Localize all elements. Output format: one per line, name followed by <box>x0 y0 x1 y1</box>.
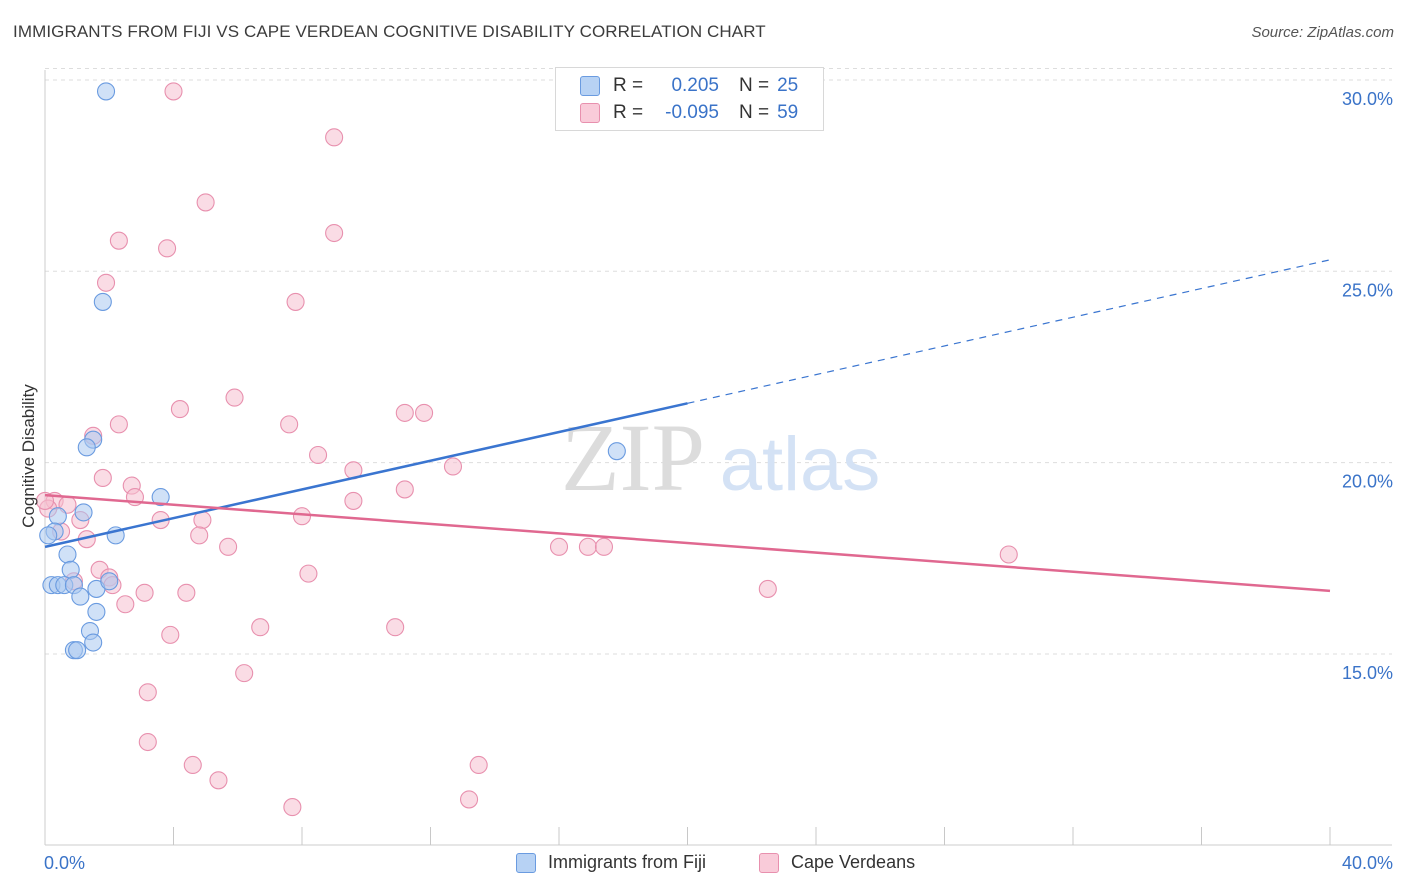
cape-point <box>225 388 244 407</box>
cape-point <box>170 400 189 419</box>
cape-point <box>459 790 479 809</box>
cape-point <box>96 273 116 292</box>
chart-source: Source: ZipAtlas.com <box>1251 24 1394 41</box>
legend-label-fiji: Immigrants from Fiji <box>548 852 707 872</box>
fiji-point <box>74 503 93 522</box>
fiji-point <box>84 633 103 652</box>
cape-swatch-icon <box>580 103 600 123</box>
fiji-point <box>48 507 67 526</box>
cape-point <box>386 618 405 637</box>
axis-layer: 15.0% 20.0% 25.0% 30.0% 0.0% 40.0% <box>44 70 1393 873</box>
fiji-point <box>71 587 90 606</box>
y-tick-label: 15.0% <box>1342 663 1393 683</box>
fiji-point <box>93 292 112 311</box>
trend-layer <box>44 259 1331 593</box>
cape-point <box>309 445 328 465</box>
fiji-point <box>87 602 106 621</box>
cape-point <box>415 403 434 422</box>
cape-point <box>161 625 180 644</box>
fiji-point <box>607 442 626 461</box>
cape-point <box>395 403 414 422</box>
cape-point <box>325 128 344 147</box>
cape-legend-icon <box>759 852 779 873</box>
cape-point <box>177 583 196 602</box>
cape-point <box>299 564 318 583</box>
cape-point <box>158 239 177 258</box>
cape-point <box>219 537 238 556</box>
legend-item-fiji[interactable]: Immigrants from Fiji <box>516 852 706 873</box>
legend-label-cape: Cape Verdeans <box>791 852 916 872</box>
chart-title: IMMIGRANTS FROM FIJI VS CAPE VERDEAN COG… <box>13 22 766 41</box>
cape-point <box>325 223 344 243</box>
cape-point <box>344 491 363 510</box>
y-axis-label: Cognitive Disability <box>19 384 38 528</box>
cape-point <box>443 457 463 476</box>
watermark-atlas: atlas <box>720 422 881 507</box>
cape-n-value: 59 <box>777 102 799 123</box>
cape-point <box>578 537 597 556</box>
cape-point <box>292 507 312 526</box>
cape-n-label: N = <box>739 102 770 123</box>
cape-point <box>235 664 254 683</box>
cape-point <box>286 292 305 311</box>
cape-point <box>280 415 299 434</box>
cape-point <box>209 771 228 790</box>
cape-point <box>251 618 270 637</box>
cape-point <box>190 526 209 545</box>
fiji-trend-line <box>44 402 688 549</box>
cape-trend-line <box>44 493 1331 593</box>
cape-point <box>999 545 1018 564</box>
cape-point <box>138 732 157 752</box>
grid-layer <box>45 67 1392 655</box>
x-tick-label: 40.0% <box>1342 853 1393 873</box>
fiji-trend-extrapolation <box>687 259 1331 404</box>
cape-point <box>469 755 488 775</box>
fiji-point <box>96 82 116 101</box>
y-tick-label: 30.0% <box>1342 89 1393 109</box>
cape-point <box>93 468 112 488</box>
fiji-r-label: R = <box>613 75 644 96</box>
stats-row-fiji: R = 0.205 N = 25 <box>580 74 798 98</box>
cape-point <box>758 579 777 598</box>
cape-point <box>135 583 154 602</box>
y-tick-label: 20.0% <box>1342 472 1393 492</box>
fiji-n-value: 25 <box>777 75 799 96</box>
points-layer <box>35 82 1018 817</box>
cape-point <box>196 193 215 212</box>
legend-item-cape[interactable]: Cape Verdeans <box>759 852 915 873</box>
cape-r-label: R = <box>613 102 644 123</box>
watermark: ZIP atlas <box>561 404 880 511</box>
cape-point <box>138 683 157 702</box>
watermark-zip: ZIP <box>561 404 705 511</box>
cape-point <box>594 537 614 556</box>
fiji-point <box>77 438 96 457</box>
bottom-legend: Immigrants from Fiji Cape Verdeans <box>0 852 1406 878</box>
fiji-point <box>61 560 80 579</box>
fiji-point <box>100 572 119 591</box>
fiji-point <box>39 526 58 545</box>
cape-point <box>164 82 183 101</box>
fiji-point <box>151 488 170 507</box>
cape-point <box>109 231 128 250</box>
fiji-swatch-icon <box>580 76 600 96</box>
fiji-legend-icon <box>516 852 536 873</box>
fiji-r-value: 0.205 <box>671 75 719 96</box>
stats-legend: R = 0.205 N = 25 R = -0.095 N = 59 <box>555 67 824 131</box>
fiji-point <box>68 641 87 660</box>
cape-point <box>116 595 135 614</box>
fiji-n-label: N = <box>739 75 770 96</box>
cape-r-value: -0.095 <box>665 102 719 123</box>
cape-point <box>183 755 202 775</box>
y-tick-label: 25.0% <box>1342 280 1393 300</box>
cape-point <box>109 415 128 434</box>
fiji-point <box>58 545 77 564</box>
cape-point <box>549 537 569 556</box>
cape-point <box>283 798 302 817</box>
x-tick-label: 0.0% <box>44 853 85 873</box>
stats-row-cape: R = -0.095 N = 59 <box>580 101 798 125</box>
cape-point <box>395 480 414 499</box>
